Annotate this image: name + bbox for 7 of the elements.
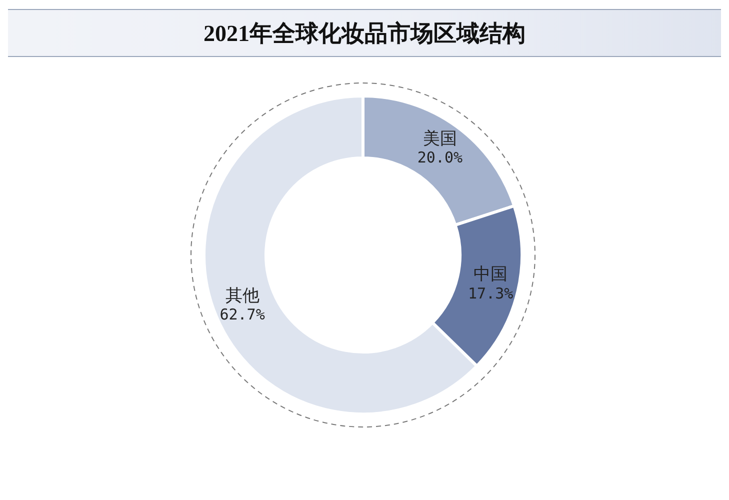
data-label: 17.3% [468, 284, 514, 302]
slice-label: 中国 [474, 264, 508, 285]
slice-label: 其他 [225, 286, 260, 306]
data-label: 20.0% [417, 148, 463, 167]
slice-label: 美国 [423, 128, 457, 149]
chart-title: 2021年全球化妆品市场区域结构 [204, 20, 526, 48]
data-label: 62.7% [220, 306, 265, 324]
